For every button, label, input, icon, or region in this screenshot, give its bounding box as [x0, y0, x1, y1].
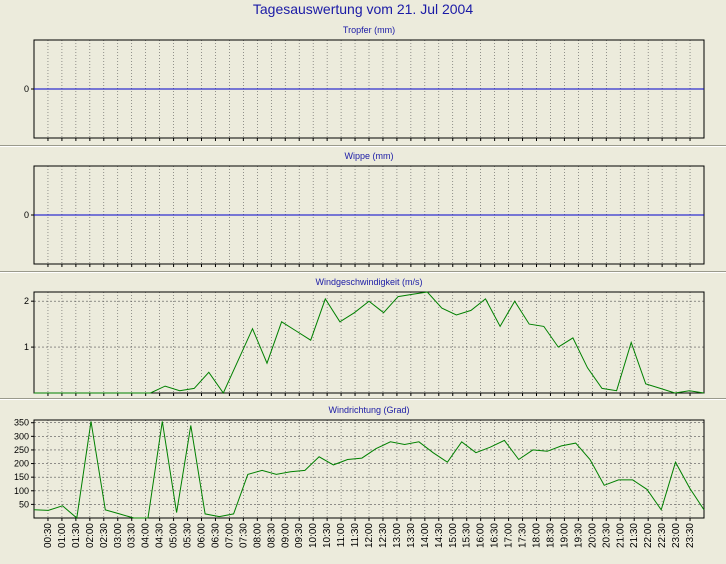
y-tick-label: 300: [14, 431, 29, 441]
panel-separator: [0, 145, 726, 147]
x-tick-label: 00:30: [43, 523, 54, 548]
x-tick-label: 15:00: [448, 523, 459, 548]
x-tick-label: 22:30: [657, 523, 668, 548]
y-tick-label: 2: [24, 296, 29, 306]
panel-separator: [0, 271, 726, 273]
x-tick-label: 19:00: [559, 523, 570, 548]
plot-frame: [33, 291, 705, 394]
x-tick-label: 12:00: [364, 523, 375, 548]
x-tick-label: 01:30: [71, 523, 82, 548]
panel-title: Windrichtung (Grad): [328, 405, 409, 415]
x-tick-label: 06:30: [210, 523, 221, 548]
x-tick-label: 05:30: [183, 523, 194, 548]
x-tick-label: 06:00: [197, 523, 208, 548]
x-tick-label: 23:00: [671, 523, 682, 548]
x-tick-label: 09:30: [294, 523, 305, 548]
y-tick-label: 1: [24, 342, 29, 352]
x-tick-label: 23:30: [685, 523, 696, 548]
y-tick-label: 350: [14, 418, 29, 428]
x-tick-label: 11:00: [336, 523, 347, 548]
x-tick-label: 20:00: [587, 523, 598, 548]
x-tick-label: 05:00: [169, 523, 180, 548]
chart-main-title: Tagesauswertung vom 21. Jul 2004: [252, 1, 474, 17]
y-tick-label: 100: [14, 486, 29, 496]
x-tick-label: 21:30: [629, 523, 640, 548]
y-tick-label: 50: [19, 499, 29, 509]
x-tick-label: 16:30: [490, 523, 501, 548]
series-line: [33, 421, 705, 519]
x-tick-label: 20:30: [601, 523, 612, 548]
panel-title: Wippe (mm): [345, 151, 394, 161]
x-tick-label: 04:00: [141, 523, 152, 548]
x-tick-label: 04:30: [155, 523, 166, 548]
x-tick-label: 09:00: [280, 523, 291, 548]
plot-frame: [33, 419, 705, 519]
series-line: [34, 291, 705, 395]
x-tick-label: 19:30: [573, 523, 584, 548]
x-tick-label: 07:30: [238, 523, 249, 548]
x-tick-label: 18:00: [532, 523, 543, 548]
y-tick-label: 250: [14, 445, 29, 455]
x-tick-label: 02:30: [99, 523, 110, 548]
y-tick-label: 200: [14, 459, 29, 469]
x-tick-label: 17:30: [518, 523, 529, 548]
panel-separator: [0, 398, 726, 400]
x-tick-label: 14:00: [420, 523, 431, 548]
x-tick-label: 01:00: [57, 523, 68, 548]
y-tick-label: 150: [14, 472, 29, 482]
panel-title: Tropfer (mm): [343, 25, 395, 35]
x-tick-label: 10:00: [308, 523, 319, 548]
x-tick-label: 10:30: [322, 523, 333, 548]
x-tick-label: 08:30: [266, 523, 277, 548]
x-tick-label: 03:00: [113, 523, 124, 548]
x-tick-label: 07:00: [224, 523, 235, 548]
x-tick-label: 16:00: [476, 523, 487, 548]
x-tick-label: 15:30: [462, 523, 473, 548]
y-tick-label: 0: [24, 210, 29, 220]
panel-title: Windgeschwindigkeit (m/s): [315, 277, 422, 287]
x-tick-label: 13:30: [406, 523, 417, 548]
x-tick-label: 22:00: [643, 523, 654, 548]
x-tick-label: 12:30: [378, 523, 389, 548]
x-tick-label: 17:00: [504, 523, 515, 548]
x-tick-label: 13:00: [392, 523, 403, 548]
x-tick-label: 02:00: [85, 523, 96, 548]
x-tick-label: 11:30: [350, 523, 361, 548]
y-tick-label: 0: [24, 84, 29, 94]
x-tick-label: 08:00: [252, 523, 263, 548]
x-tick-label: 14:30: [434, 523, 445, 548]
x-tick-label: 21:00: [615, 523, 626, 548]
x-tick-label: 03:30: [127, 523, 138, 548]
x-tick-label: 18:30: [545, 523, 556, 548]
